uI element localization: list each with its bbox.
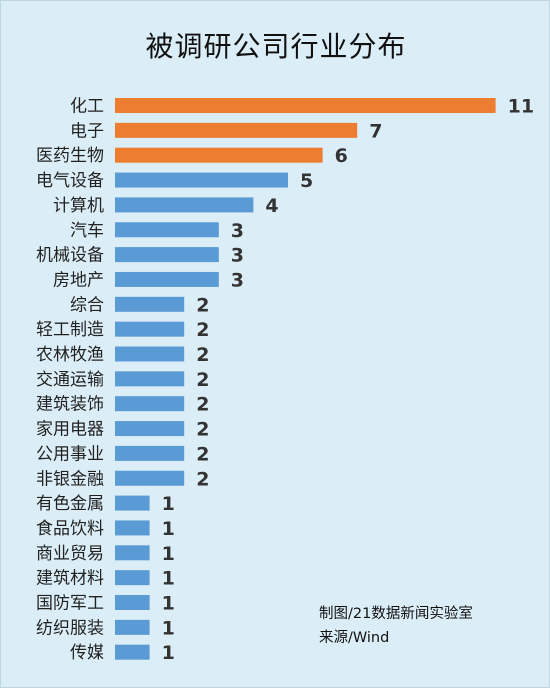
bar xyxy=(115,98,496,113)
bar xyxy=(115,172,288,188)
bar xyxy=(115,346,185,362)
bar xyxy=(115,495,150,511)
category-label: 食品饮料 xyxy=(36,519,104,539)
bar xyxy=(115,271,219,287)
bar xyxy=(115,296,185,312)
bar xyxy=(115,644,150,660)
category-label: 机械设备 xyxy=(36,246,104,266)
value-label: 1 xyxy=(162,642,175,664)
category-label: 轻工制造 xyxy=(36,320,104,340)
value-label: 2 xyxy=(196,319,209,341)
bar xyxy=(115,595,150,610)
value-label: 4 xyxy=(265,195,278,217)
category-label: 综合 xyxy=(70,295,104,315)
category-label: 房地产 xyxy=(53,270,104,290)
value-label: 2 xyxy=(196,394,209,416)
category-label: 家用电器 xyxy=(36,420,104,440)
category-label: 电气设备 xyxy=(36,171,104,191)
bar xyxy=(115,371,185,387)
category-label: 建筑装饰 xyxy=(36,395,104,415)
value-label: 1 xyxy=(162,518,175,540)
bar xyxy=(115,570,150,586)
bar xyxy=(115,445,185,461)
bar xyxy=(115,396,185,412)
bar xyxy=(115,470,185,486)
value-label: 5 xyxy=(300,170,313,192)
value-label: 2 xyxy=(196,294,209,316)
category-label: 纺织服装 xyxy=(36,618,104,638)
category-label: 传媒 xyxy=(70,643,104,663)
bar xyxy=(115,122,358,138)
bar xyxy=(115,520,150,536)
category-label: 电子 xyxy=(70,121,104,141)
bar xyxy=(115,222,219,238)
bar xyxy=(115,421,185,437)
value-label: 1 xyxy=(162,543,175,565)
category-label: 交通运输 xyxy=(36,370,104,390)
category-label: 农林牧渔 xyxy=(36,345,104,365)
value-label: 2 xyxy=(196,468,209,490)
category-label: 有色金属 xyxy=(36,494,104,514)
value-label: 2 xyxy=(196,344,209,366)
bar xyxy=(115,247,219,263)
category-label: 公用事业 xyxy=(36,444,104,464)
category-label: 建筑材料 xyxy=(36,569,104,589)
value-label: 2 xyxy=(196,369,209,391)
value-label: 11 xyxy=(508,96,534,118)
credits-maker: 制图/21数据新闻实验室 xyxy=(319,606,473,622)
value-label: 3 xyxy=(231,245,244,267)
bar xyxy=(115,197,254,213)
value-label: 2 xyxy=(196,419,209,441)
bar xyxy=(115,147,323,163)
category-label: 汽车 xyxy=(70,221,104,241)
category-label: 医药生物 xyxy=(36,146,104,166)
chart-credits: 制图/21数据新闻实验室 来源/Wind xyxy=(319,602,473,650)
value-label: 3 xyxy=(231,220,244,242)
value-label: 6 xyxy=(335,145,348,167)
category-label: 计算机 xyxy=(53,196,104,216)
category-label: 国防军工 xyxy=(36,594,104,614)
value-label: 1 xyxy=(162,593,175,615)
value-label: 7 xyxy=(369,120,382,142)
category-label: 商业贸易 xyxy=(36,544,104,564)
category-label: 非银金融 xyxy=(36,469,104,489)
value-label: 1 xyxy=(162,617,175,639)
value-label: 1 xyxy=(162,568,175,590)
credits-source: 来源/Wind xyxy=(319,630,390,646)
value-label: 2 xyxy=(196,443,209,465)
bar xyxy=(115,619,150,635)
category-label: 化工 xyxy=(70,97,104,117)
value-label: 1 xyxy=(162,493,175,515)
value-label: 3 xyxy=(231,269,244,291)
bar xyxy=(115,321,185,337)
chart-title: 被调研公司行业分布 xyxy=(145,30,407,63)
bar xyxy=(115,545,150,561)
